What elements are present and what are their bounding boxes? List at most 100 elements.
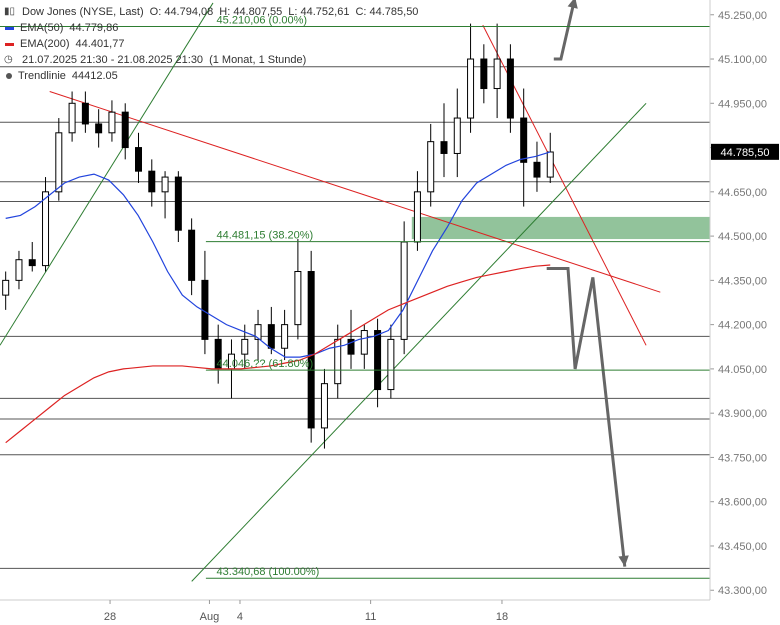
support-zone-rect bbox=[411, 216, 710, 240]
trendline bbox=[49, 91, 661, 293]
last-price-box bbox=[711, 143, 779, 160]
y-tick-label: 43.600,00 bbox=[718, 497, 767, 509]
ema50-line bbox=[5, 151, 551, 358]
projection-arrows bbox=[546, 0, 629, 567]
candle-body bbox=[520, 117, 528, 163]
candle-body bbox=[15, 259, 23, 281]
candle-body bbox=[81, 102, 89, 125]
x-tick-label: 18 bbox=[496, 611, 508, 623]
trendlines bbox=[0, 2, 661, 582]
chart-legend: ▮▯ Dow Jones (NYSE, Last) O: 44.794,08 H… bbox=[4, 4, 424, 84]
ema200-swatch bbox=[5, 42, 14, 46]
legend-title-row: ▮▯ Dow Jones (NYSE, Last) O: 44.794,08 H… bbox=[4, 4, 424, 20]
arrow-head bbox=[618, 555, 629, 567]
candle-body bbox=[413, 191, 421, 243]
ohlc-high: H: 44.807,55 bbox=[219, 6, 283, 18]
projection-arrow bbox=[553, 0, 576, 61]
candle-body bbox=[174, 176, 182, 231]
trendline-dot-icon bbox=[6, 73, 12, 79]
ema200-line bbox=[5, 264, 551, 444]
ema50-swatch bbox=[5, 26, 14, 30]
fib-label: 44.481,15 (38.20%) bbox=[217, 230, 314, 242]
candle-body bbox=[453, 117, 461, 154]
support-zone bbox=[411, 216, 710, 240]
legend-ema50[interactable]: EMA(50) 44.779,86 bbox=[4, 20, 424, 36]
ohlc-close: C: 44.785,50 bbox=[355, 6, 419, 18]
candle-body bbox=[108, 111, 116, 134]
candle-body bbox=[68, 102, 76, 134]
arrow-head bbox=[567, 0, 578, 9]
y-tick-label: 44.350,00 bbox=[718, 275, 767, 287]
candle-body bbox=[55, 132, 63, 193]
ohlc-low: L: 44.752,61 bbox=[288, 6, 350, 18]
ema-lines bbox=[5, 151, 551, 444]
y-tick-label: 43.450,00 bbox=[718, 541, 767, 553]
x-tick-label: 4 bbox=[237, 611, 243, 623]
candle-body bbox=[400, 241, 408, 340]
y-tick-label: 44.200,00 bbox=[718, 320, 767, 332]
y-tick-label: 45.250,00 bbox=[718, 10, 767, 22]
y-tick-label: 43.300,00 bbox=[718, 585, 767, 597]
y-tick-label: 43.750,00 bbox=[718, 452, 767, 464]
y-tick-label: 44.500,00 bbox=[718, 231, 767, 243]
candle-body bbox=[307, 271, 315, 429]
candle-body bbox=[546, 151, 554, 178]
candle-body bbox=[374, 330, 382, 391]
candle-body bbox=[161, 176, 169, 193]
ema50-label: EMA(50) bbox=[20, 22, 64, 34]
x-axis: 28 Aug 4 11 18 bbox=[0, 599, 710, 623]
x-tick-label: Aug bbox=[200, 611, 220, 623]
trendline bbox=[191, 102, 647, 582]
candle-body bbox=[480, 58, 488, 90]
fib-label: 44.046,?? (61.80%) bbox=[217, 358, 314, 370]
candle-body bbox=[347, 338, 355, 355]
candle-body bbox=[2, 279, 10, 296]
candle-body bbox=[387, 338, 395, 391]
period-range: 21.07.2025 21:30 - 21.08.2025 21:30 bbox=[22, 54, 204, 66]
horizontal-levels: 45.210,0645.073,6344.885,8344.684,3144.6… bbox=[0, 18, 780, 577]
last-price-label: 44.785,50 bbox=[721, 147, 770, 159]
trendline-label: Trendlinie bbox=[18, 70, 66, 82]
y-tick-label: 43.900,00 bbox=[718, 408, 767, 420]
fibonacci-labels: 45.210,06 (0.00%) 44.481,15 (38.20%) 44.04… bbox=[205, 15, 710, 579]
y-tick-label: 44.050,00 bbox=[718, 364, 767, 376]
candle-body bbox=[188, 229, 196, 281]
candle-body bbox=[440, 141, 448, 154]
candle-body bbox=[360, 330, 368, 355]
fib-label: 45.210,06 (0.00%) bbox=[217, 15, 308, 27]
candle-body bbox=[467, 58, 475, 119]
candle-body bbox=[320, 383, 328, 429]
y-tick-label: 44.650,00 bbox=[718, 187, 767, 199]
candle-body bbox=[281, 324, 289, 349]
ema200-label: EMA(200) bbox=[20, 38, 70, 50]
candle-body bbox=[121, 111, 129, 149]
ema50-value: 44.779,86 bbox=[69, 22, 119, 34]
y-tick-label: 45.100,00 bbox=[718, 54, 767, 66]
y-axis: 45.250,0045.100,0044.950,0044.800,0044.6… bbox=[709, 0, 780, 625]
candle-body bbox=[241, 338, 249, 355]
instrument-title: Dow Jones (NYSE, Last) bbox=[22, 6, 144, 18]
fib-label: 43.340,68 (100.00%) bbox=[217, 566, 320, 578]
candle-body bbox=[28, 259, 36, 267]
legend-period: ◷ 21.07.2025 21:30 - 21.08.2025 21:30 (1… bbox=[4, 52, 424, 68]
candle-body bbox=[506, 58, 514, 119]
clock-icon: ◷ bbox=[4, 54, 13, 65]
trendline-value: 44412.05 bbox=[71, 70, 118, 82]
candle-body bbox=[294, 271, 302, 326]
y-axis-background bbox=[710, 0, 780, 625]
x-tick-label: 11 bbox=[365, 611, 376, 623]
candle-body bbox=[533, 161, 541, 178]
candle-body bbox=[135, 147, 143, 172]
candle-body bbox=[254, 324, 262, 340]
y-tick-label: 44.950,00 bbox=[718, 98, 767, 110]
candlesticks bbox=[2, 23, 554, 449]
legend-ema200[interactable]: EMA(200) 44.401,77 bbox=[4, 36, 424, 52]
legend-trendline[interactable]: Trendlinie 44412.05 bbox=[4, 68, 424, 84]
projection-arrow bbox=[546, 267, 627, 567]
chart-type-icon: ▮▯ bbox=[4, 6, 16, 17]
ema200-value: 44.401,77 bbox=[75, 38, 125, 50]
candle-body bbox=[42, 191, 50, 267]
x-tick-label: 28 bbox=[104, 611, 116, 623]
candle-body bbox=[334, 338, 342, 385]
